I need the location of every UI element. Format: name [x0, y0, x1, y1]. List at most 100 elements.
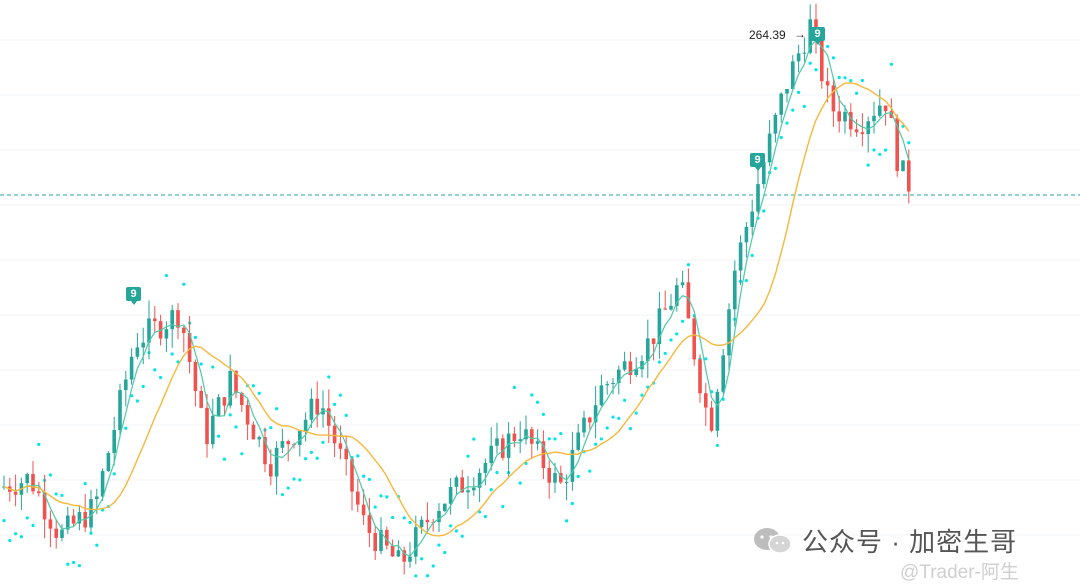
sar-dot — [860, 78, 865, 83]
sar-dot — [802, 104, 807, 108]
candle-body — [425, 519, 430, 523]
candle-body — [129, 356, 134, 380]
signal-badge: 9 — [750, 153, 765, 171]
sar-dot — [54, 492, 58, 496]
candle-body — [414, 527, 418, 557]
sar-dot — [112, 472, 116, 476]
sar-dot — [66, 562, 70, 566]
peak-price-label: 264.39 — [749, 28, 786, 42]
sar-dot — [843, 76, 847, 80]
sar-dot — [48, 473, 53, 477]
sar-dot — [431, 564, 435, 568]
candle-body — [344, 448, 348, 460]
sar-dot — [414, 574, 418, 578]
candle-body — [715, 391, 720, 431]
candle-body — [738, 242, 743, 271]
candlesticks — [2, 3, 911, 575]
candle-body — [141, 342, 145, 348]
sar-dot — [391, 515, 395, 520]
sar-dot — [762, 209, 766, 213]
sar-dot — [797, 90, 801, 94]
candle-body — [263, 437, 267, 465]
candle-body — [419, 519, 424, 528]
candle-body — [617, 369, 621, 383]
candle-body — [164, 329, 169, 339]
sar-dot — [518, 481, 522, 485]
sar-dot — [512, 385, 517, 389]
candle-body — [315, 398, 319, 415]
sar-dot — [773, 166, 778, 170]
sar-dot — [483, 514, 487, 519]
sar-dot — [240, 452, 244, 456]
sar-dot — [669, 338, 673, 342]
sar-dot — [553, 437, 557, 441]
candle-body — [153, 318, 157, 322]
sar-dot — [72, 560, 76, 565]
candle-body — [443, 503, 447, 511]
sar-dot — [60, 493, 64, 498]
candle-body — [628, 361, 633, 375]
sar-dot — [826, 44, 830, 49]
candle-body — [147, 318, 151, 343]
candle-body — [367, 515, 372, 534]
sar-dot — [19, 535, 23, 539]
sar-dot — [25, 516, 29, 520]
sar-dot — [217, 434, 221, 438]
sar-dot — [130, 394, 134, 398]
sar-dot — [77, 564, 81, 568]
candle-body — [327, 408, 331, 426]
candle-body — [205, 407, 209, 445]
candle-body — [907, 160, 911, 192]
sar-dot — [14, 532, 18, 536]
sar-dot — [460, 534, 464, 538]
candle-body — [669, 305, 673, 310]
candle-body — [211, 415, 215, 445]
sar-dot — [280, 493, 284, 497]
candle-body — [245, 405, 250, 425]
sar-dot — [141, 384, 145, 389]
candle-body — [860, 132, 865, 135]
candle-body — [216, 397, 221, 416]
sar-dot — [304, 457, 308, 461]
candle-body — [785, 89, 789, 94]
sar-dot — [344, 413, 348, 417]
sar-dot — [837, 75, 841, 80]
ma-fast-line — [3, 39, 910, 558]
candle-body — [396, 550, 401, 557]
candle-body — [605, 384, 609, 386]
candle-body — [77, 512, 82, 524]
candle-body — [379, 529, 383, 551]
candle-body — [182, 327, 186, 333]
sar-dot — [373, 505, 377, 509]
candle-body — [222, 397, 227, 406]
candle-body — [651, 338, 656, 344]
candle-body — [303, 419, 308, 432]
sar-dot — [866, 163, 870, 167]
candle-body — [31, 474, 35, 492]
candle-body — [332, 425, 337, 444]
candle-body — [541, 441, 546, 469]
candle-body — [228, 370, 232, 406]
sar-dot — [605, 426, 609, 430]
sar-dot — [362, 474, 366, 478]
sar-dot — [159, 375, 163, 380]
candle-body — [553, 473, 557, 483]
candle-body — [779, 93, 783, 115]
candle-body — [524, 429, 528, 440]
sar-dot — [872, 148, 876, 152]
candle-body — [506, 433, 511, 458]
candle-body — [321, 408, 325, 415]
candle-body — [762, 162, 766, 185]
candle-body — [680, 282, 685, 286]
candle-body — [686, 282, 691, 319]
candle-body — [872, 115, 876, 122]
sar-dot — [831, 56, 836, 60]
candle-body — [240, 392, 244, 406]
sar-dot — [657, 360, 662, 364]
sar-dot — [292, 477, 296, 481]
sar-dot — [855, 91, 859, 95]
sar-dot — [704, 357, 708, 361]
candle-body — [530, 429, 534, 444]
sar-dot — [808, 61, 812, 65]
